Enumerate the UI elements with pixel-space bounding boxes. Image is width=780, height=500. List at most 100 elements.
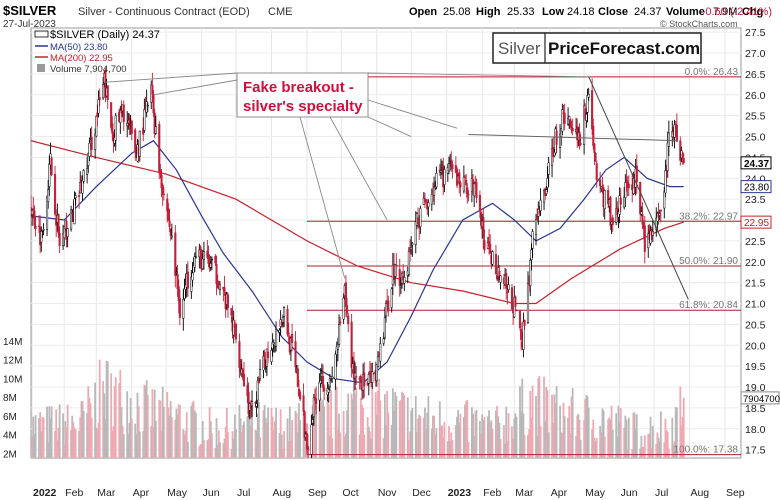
volume-bar xyxy=(41,417,44,458)
annotation-pointer xyxy=(329,116,388,221)
change-value: -0.60 (-2.41%) xyxy=(702,6,772,18)
volume-bar xyxy=(634,429,637,458)
volume-bar xyxy=(225,408,228,458)
candle-body xyxy=(376,356,380,368)
candle-body xyxy=(529,260,532,286)
candle-body xyxy=(48,163,51,187)
price-tag-label: 22.95 xyxy=(744,218,769,229)
candle-body xyxy=(162,193,165,196)
candle-body xyxy=(403,277,406,284)
volume-bar xyxy=(466,399,469,458)
logo-left: Silver xyxy=(498,39,541,58)
volume-bar xyxy=(570,396,573,458)
volume-bar xyxy=(627,417,630,458)
candle-body xyxy=(568,116,571,120)
volume-bar xyxy=(351,399,354,458)
candle-body xyxy=(223,287,226,292)
volume-bar xyxy=(600,432,603,458)
volume-bar xyxy=(138,431,141,458)
volume-bar xyxy=(465,401,468,458)
volume-bar xyxy=(647,434,650,458)
volume-bar xyxy=(402,393,405,458)
candle-body xyxy=(414,221,417,245)
volume-bar xyxy=(538,376,541,458)
volume-bar xyxy=(98,359,101,458)
candle-body xyxy=(98,97,101,100)
volume-bar xyxy=(481,414,484,458)
volume-bar xyxy=(417,418,419,458)
volume-bar xyxy=(425,428,427,458)
volume-bar xyxy=(449,441,452,458)
candle-body xyxy=(321,375,325,388)
candle-body xyxy=(607,189,610,205)
volume-bar xyxy=(640,435,643,458)
volume-bar xyxy=(74,429,77,458)
y-tick-label: 25.5 xyxy=(745,111,766,123)
volume-bar xyxy=(451,440,454,458)
volume-bar xyxy=(294,410,297,458)
volume-bar xyxy=(528,429,531,458)
volume-bar xyxy=(658,441,661,458)
volume-bar xyxy=(137,406,140,458)
volume-bar xyxy=(379,400,382,458)
volume-bar xyxy=(363,434,366,458)
volume-bar xyxy=(665,430,668,458)
candle-body xyxy=(303,411,306,438)
annotation-pointer xyxy=(153,79,238,96)
volume-bar xyxy=(681,417,684,458)
annotation-box xyxy=(236,72,369,118)
volume-bar xyxy=(279,409,282,458)
volume-bar xyxy=(161,386,164,458)
volume-bar xyxy=(385,424,387,458)
volume-bar xyxy=(626,449,629,458)
candle-body xyxy=(160,174,163,188)
volume-bar xyxy=(290,440,292,458)
candle-body xyxy=(520,329,523,340)
candle-body xyxy=(514,296,517,307)
volume-bar xyxy=(406,397,409,458)
candle-body xyxy=(110,102,113,128)
volume-bar xyxy=(467,442,470,458)
volume-bar xyxy=(520,411,523,458)
volume-bar xyxy=(217,430,220,458)
volume-bar xyxy=(595,438,598,458)
candle-body xyxy=(447,163,451,172)
volume-bar xyxy=(382,437,385,458)
candle-body xyxy=(658,213,661,216)
candle-body xyxy=(247,391,250,415)
volume-bar xyxy=(611,429,614,458)
volume-bar xyxy=(256,413,259,458)
volume-bar xyxy=(591,429,594,458)
candle-body xyxy=(383,317,386,339)
x-tick-label: Mar xyxy=(97,487,116,499)
volume-bar xyxy=(625,419,628,458)
volume-bar xyxy=(675,407,678,458)
price-tag-label: 23.80 xyxy=(744,183,769,194)
candle-body xyxy=(498,270,501,280)
volume-bar xyxy=(296,432,299,458)
volume-bar xyxy=(411,408,414,458)
volume-bar xyxy=(263,404,266,458)
candle-body xyxy=(270,350,273,362)
candle-body xyxy=(430,194,433,205)
volume-bar xyxy=(587,407,590,458)
candle-body xyxy=(459,182,462,188)
volume-bar xyxy=(370,439,373,458)
candle-body xyxy=(342,297,345,320)
volume-bar xyxy=(578,419,581,458)
candle-body xyxy=(307,446,310,451)
candle-body xyxy=(395,264,398,267)
candle-body xyxy=(538,210,541,215)
candle-body xyxy=(194,256,197,258)
candle-body xyxy=(138,130,141,157)
volume-bar xyxy=(240,432,243,458)
volume-bar xyxy=(150,426,153,458)
volume-bar xyxy=(454,425,457,458)
volume-bar xyxy=(90,417,93,458)
volume-bar xyxy=(641,446,644,458)
candle-body xyxy=(505,273,508,289)
candle-body xyxy=(443,169,446,185)
candle-body xyxy=(599,179,602,187)
volume-bar xyxy=(219,442,221,458)
close-value: 24.37 xyxy=(634,6,662,18)
